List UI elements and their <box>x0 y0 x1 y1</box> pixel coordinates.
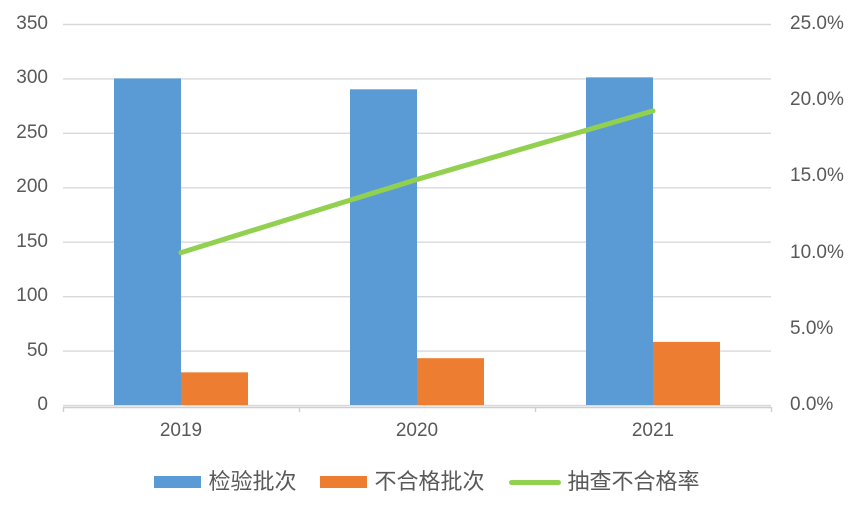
legend-bar-swatch <box>154 476 202 488</box>
inspected-batches-bar-2021 <box>586 77 653 405</box>
left-axis-tick-label: 100 <box>16 285 48 307</box>
left-axis-tick-label: 0 <box>37 394 48 415</box>
failed-batches-bar-2019 <box>181 372 248 405</box>
legend-bar-swatch <box>320 476 368 488</box>
right-axis-tick-label: 0.0% <box>790 394 834 415</box>
failed-batches-bar-2020 <box>417 358 484 405</box>
category-label-2019: 2019 <box>159 420 203 441</box>
category-label-2020: 2020 <box>395 420 439 441</box>
failure-rate-line <box>178 108 656 256</box>
right-axis-tick-label: 15.0% <box>790 165 844 187</box>
right-axis-tick-label: 20.0% <box>790 89 844 111</box>
right-axis-tick-label: 10.0% <box>790 241 844 263</box>
category-label-2021: 2021 <box>631 420 675 441</box>
legend-item: 检验批次 <box>154 468 296 496</box>
left-axis-tick-label: 300 <box>16 67 48 89</box>
right-axis-tick-label: 5.0% <box>790 317 834 339</box>
left-axis-tick-label: 250 <box>16 121 48 143</box>
legend-label: 抽查不合格率 <box>567 469 700 494</box>
left-axis-tick-label: 200 <box>16 176 48 198</box>
legend-label: 不合格批次 <box>374 469 485 494</box>
legend-item: 抽查不合格率 <box>508 468 700 496</box>
legend-item: 不合格批次 <box>320 468 485 496</box>
inspected-batches-bar-2019 <box>114 78 181 405</box>
left-axis-tick-label: 50 <box>26 339 48 361</box>
legend: 检验批次 不合格批次 抽查不合格率 <box>0 466 854 498</box>
legend-line-swatch <box>508 479 561 485</box>
failed-batches-bar-2021 <box>653 341 720 405</box>
legend-label: 检验批次 <box>208 469 297 494</box>
inspected-batches-bar-2020 <box>350 89 417 406</box>
right-axis-tick-label: 25.0% <box>790 13 844 34</box>
left-axis-tick-label: 150 <box>16 230 48 252</box>
left-axis-tick-label: 350 <box>16 13 48 34</box>
